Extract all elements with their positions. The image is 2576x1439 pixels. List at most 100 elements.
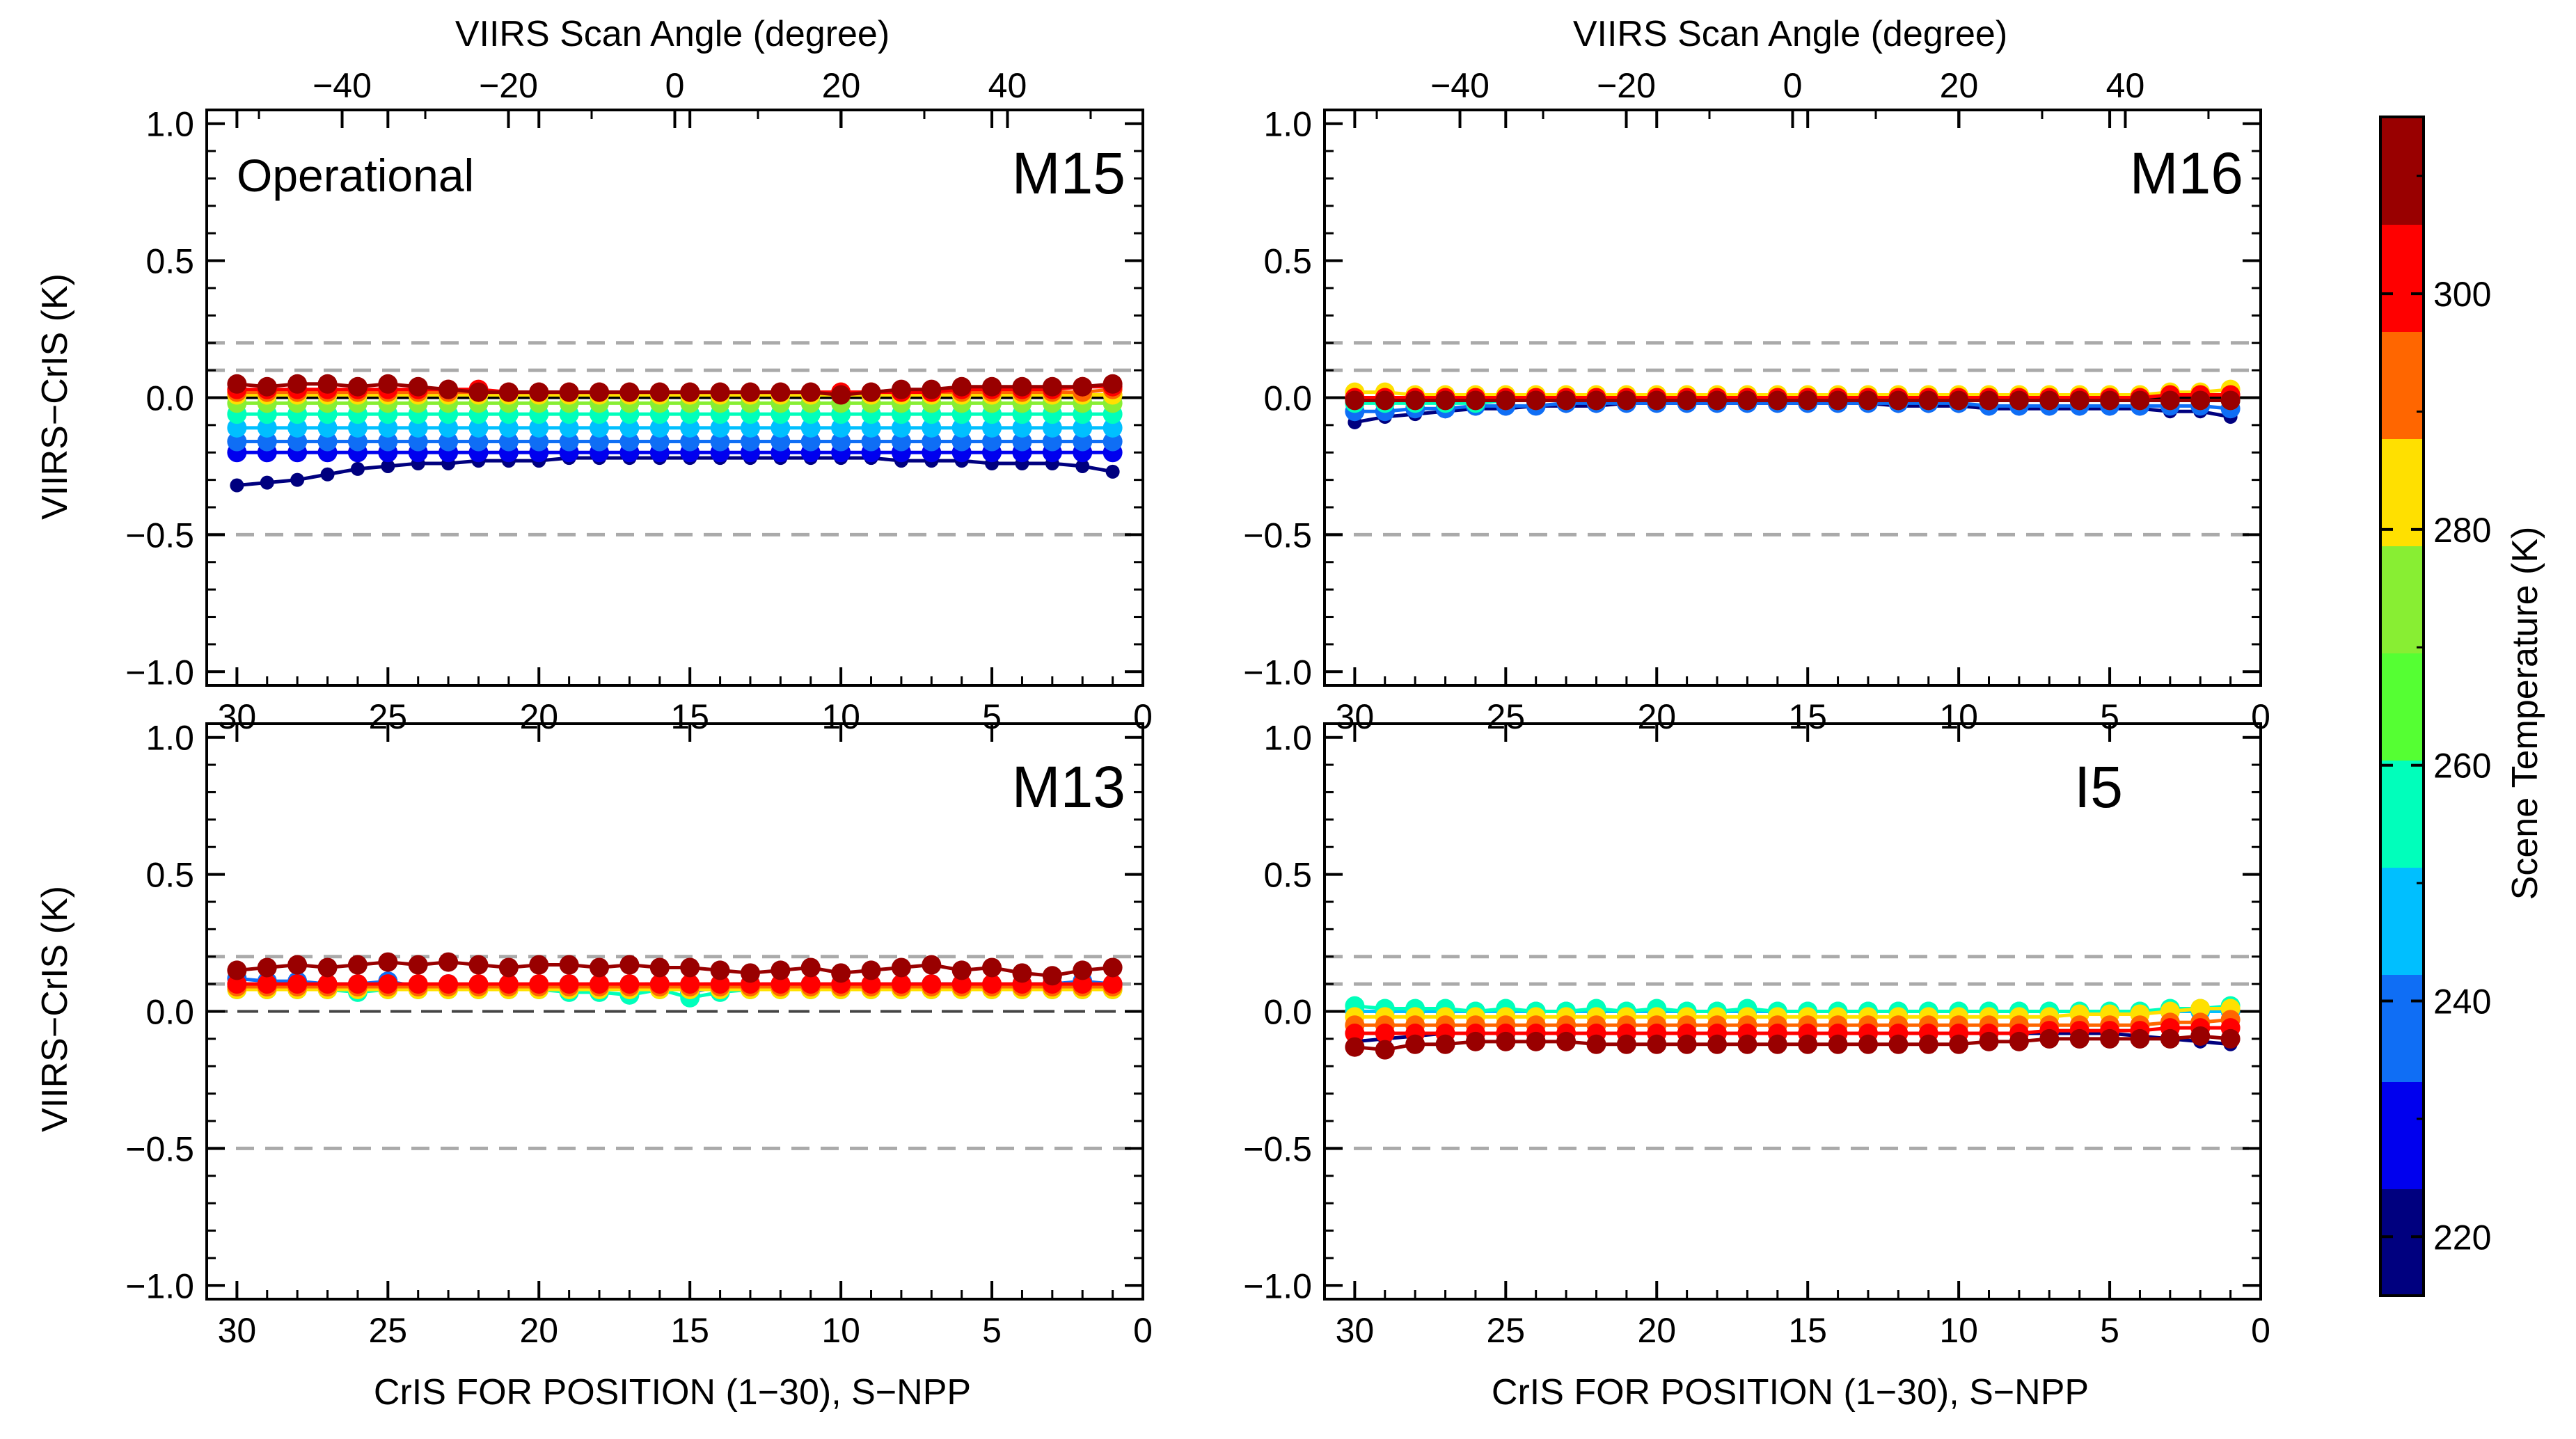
y-tick-label: 1.0 <box>145 719 194 758</box>
top-tick-label: −40 <box>313 66 372 105</box>
data-point-310 <box>649 382 670 402</box>
data-point-310 <box>317 957 338 978</box>
data-point-300 <box>649 974 670 994</box>
data-point-300 <box>408 974 428 994</box>
data-point-250 <box>438 418 459 438</box>
data-point-220 <box>320 467 335 482</box>
data-point-300 <box>559 974 579 994</box>
data-point-310 <box>740 963 760 983</box>
data-point-240 <box>982 431 1002 452</box>
data-point-310 <box>1345 1037 1365 1057</box>
data-point-300 <box>982 974 1002 994</box>
data-point-310 <box>1345 390 1365 411</box>
data-point-310 <box>1012 963 1032 983</box>
data-point-310 <box>317 374 338 394</box>
data-point-240 <box>317 431 338 452</box>
bottom-axis-title-right: CrIS FOR POSITION (1−30), S−NPP <box>1492 1372 2089 1413</box>
data-point-310 <box>468 955 489 975</box>
data-point-300 <box>800 974 821 994</box>
data-point-310 <box>438 952 459 972</box>
data-point-310 <box>710 382 730 402</box>
top-tick-label: 20 <box>1940 66 1979 105</box>
data-point-300 <box>1345 1024 1365 1044</box>
y-tick-label: −0.5 <box>1243 516 1312 555</box>
data-point-310 <box>2069 390 2089 411</box>
data-point-310 <box>1465 1031 1485 1051</box>
data-point-240 <box>1103 431 1123 452</box>
data-point-310 <box>2130 390 2150 411</box>
y-tick-label: 0.5 <box>145 856 194 895</box>
data-point-310 <box>2009 390 2029 411</box>
data-point-250 <box>529 418 549 438</box>
data-point-310 <box>1888 390 1909 411</box>
x-tick-label: 10 <box>1939 1311 1978 1350</box>
data-point-310 <box>619 955 640 975</box>
data-point-310 <box>680 382 700 402</box>
data-point-250 <box>861 418 881 438</box>
panel-m15: 30 25 20 15 10 5 0−1.0−0.50.00.51.0−40 −20 0 20 40 <box>125 66 1153 736</box>
data-point-300 <box>891 974 911 994</box>
top-tick-label: 0 <box>665 66 685 105</box>
data-point-250 <box>559 418 579 438</box>
data-point-310 <box>2160 390 2180 411</box>
data-point-310 <box>2220 1028 2241 1049</box>
data-point-310 <box>1435 390 1455 411</box>
data-point-310 <box>1103 957 1123 978</box>
data-point-310 <box>2069 1028 2089 1049</box>
data-point-310 <box>951 376 972 397</box>
x-tick-label: 0 <box>1133 1311 1153 1350</box>
data-point-310 <box>2039 390 2060 411</box>
y-tick-label: −0.5 <box>125 1129 194 1168</box>
data-point-310 <box>1405 390 1425 411</box>
data-point-310 <box>800 957 821 978</box>
data-point-310 <box>1647 390 1667 411</box>
data-point-300 <box>468 974 489 994</box>
data-point-250 <box>317 418 338 438</box>
data-point-310 <box>2130 1028 2150 1049</box>
y-tick-label: 0.0 <box>1263 379 1312 418</box>
data-point-240 <box>1042 431 1062 452</box>
data-point-310 <box>1918 1034 1938 1054</box>
data-point-310 <box>891 957 911 978</box>
data-point-310 <box>1858 1034 1878 1054</box>
data-point-310 <box>1465 390 1485 411</box>
data-point-250 <box>257 418 277 438</box>
panel-label-m16: M16 <box>2130 141 2243 206</box>
data-point-310 <box>2220 390 2241 411</box>
y-axis-title-bottom: VIIRS−CrIS (K) <box>35 886 75 1132</box>
data-point-240 <box>257 431 277 452</box>
data-point-310 <box>861 960 881 980</box>
data-point-310 <box>1405 1034 1425 1054</box>
colorbar-tick-label: 240 <box>2433 983 2491 1021</box>
operational-annotation: Operational <box>237 150 474 201</box>
data-point-250 <box>951 418 972 438</box>
y-tick-label: 0.5 <box>1263 856 1312 895</box>
data-point-220 <box>260 475 274 490</box>
data-point-250 <box>831 418 851 438</box>
data-point-310 <box>559 955 579 975</box>
x-tick-label: 15 <box>670 1311 709 1350</box>
data-point-310 <box>1042 376 1062 397</box>
data-point-280 <box>2190 999 2211 1019</box>
y-tick-label: −1.0 <box>125 653 194 692</box>
data-point-240 <box>619 431 640 452</box>
data-point-310 <box>1496 390 1516 411</box>
colorbar-tick-label: 280 <box>2433 511 2491 550</box>
data-point-300 <box>1375 1024 1395 1044</box>
data-point-310 <box>1858 390 1878 411</box>
y-tick-label: 0.5 <box>1263 242 1312 281</box>
data-point-310 <box>257 376 277 397</box>
data-point-310 <box>1979 390 1999 411</box>
colorbar-label: Scene Temperature (K) <box>2505 527 2545 900</box>
data-point-250 <box>740 418 760 438</box>
data-point-240 <box>347 431 368 452</box>
data-point-300 <box>1103 974 1123 994</box>
y-tick-label: 0.0 <box>145 379 194 418</box>
y-tick-label: 0.0 <box>1263 993 1312 1032</box>
y-tick-label: −1.0 <box>1243 653 1312 692</box>
y-tick-label: 1.0 <box>145 105 194 144</box>
colorbar-segment <box>2380 760 2424 868</box>
colorbar-segment <box>2380 653 2424 761</box>
data-point-240 <box>590 431 610 452</box>
